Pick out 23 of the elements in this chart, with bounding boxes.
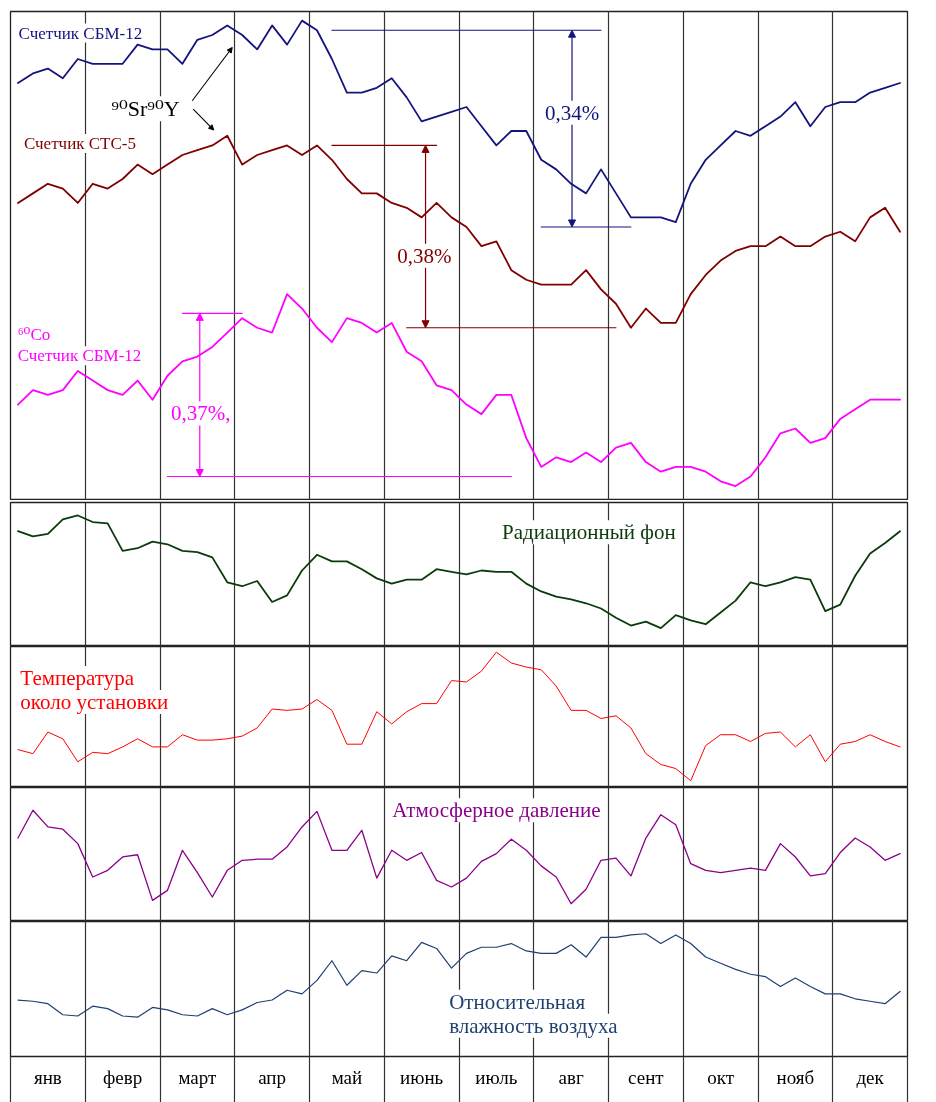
series-label: ⁶⁰Co Счетчик СБМ-12: [17, 325, 142, 366]
annotation: 0,37%,: [170, 401, 231, 426]
x-tick-label: авг: [558, 1066, 584, 1088]
x-tick-label: июнь: [400, 1066, 444, 1088]
annotation: 0,34%: [544, 100, 600, 125]
series-label: Счетчик СБМ-12: [18, 23, 143, 43]
series-label: Относительная влажность воздуха: [449, 989, 619, 1038]
x-tick-label: окт: [707, 1066, 735, 1088]
series-label: Температура около установки: [20, 665, 169, 714]
x-tick-label: март: [178, 1066, 218, 1088]
annotation: ⁹⁰Sr⁹⁰Y: [111, 96, 180, 122]
x-tick-label: нояб: [776, 1066, 815, 1088]
series-label: Счетчик СТС-5: [23, 134, 136, 154]
series-label: Атмосферное давление: [392, 798, 601, 823]
x-tick-label: апр: [258, 1066, 287, 1088]
x-tick-label: июль: [475, 1066, 518, 1088]
annotation: 0,38%: [397, 243, 452, 268]
series-label: Радиационный фон: [502, 520, 676, 545]
x-tick-label: февр: [103, 1066, 143, 1088]
x-tick-label: дек: [856, 1066, 885, 1088]
x-tick-label: янв: [33, 1066, 62, 1088]
x-tick-label: май: [331, 1066, 363, 1088]
x-tick-label: сент: [628, 1066, 665, 1088]
